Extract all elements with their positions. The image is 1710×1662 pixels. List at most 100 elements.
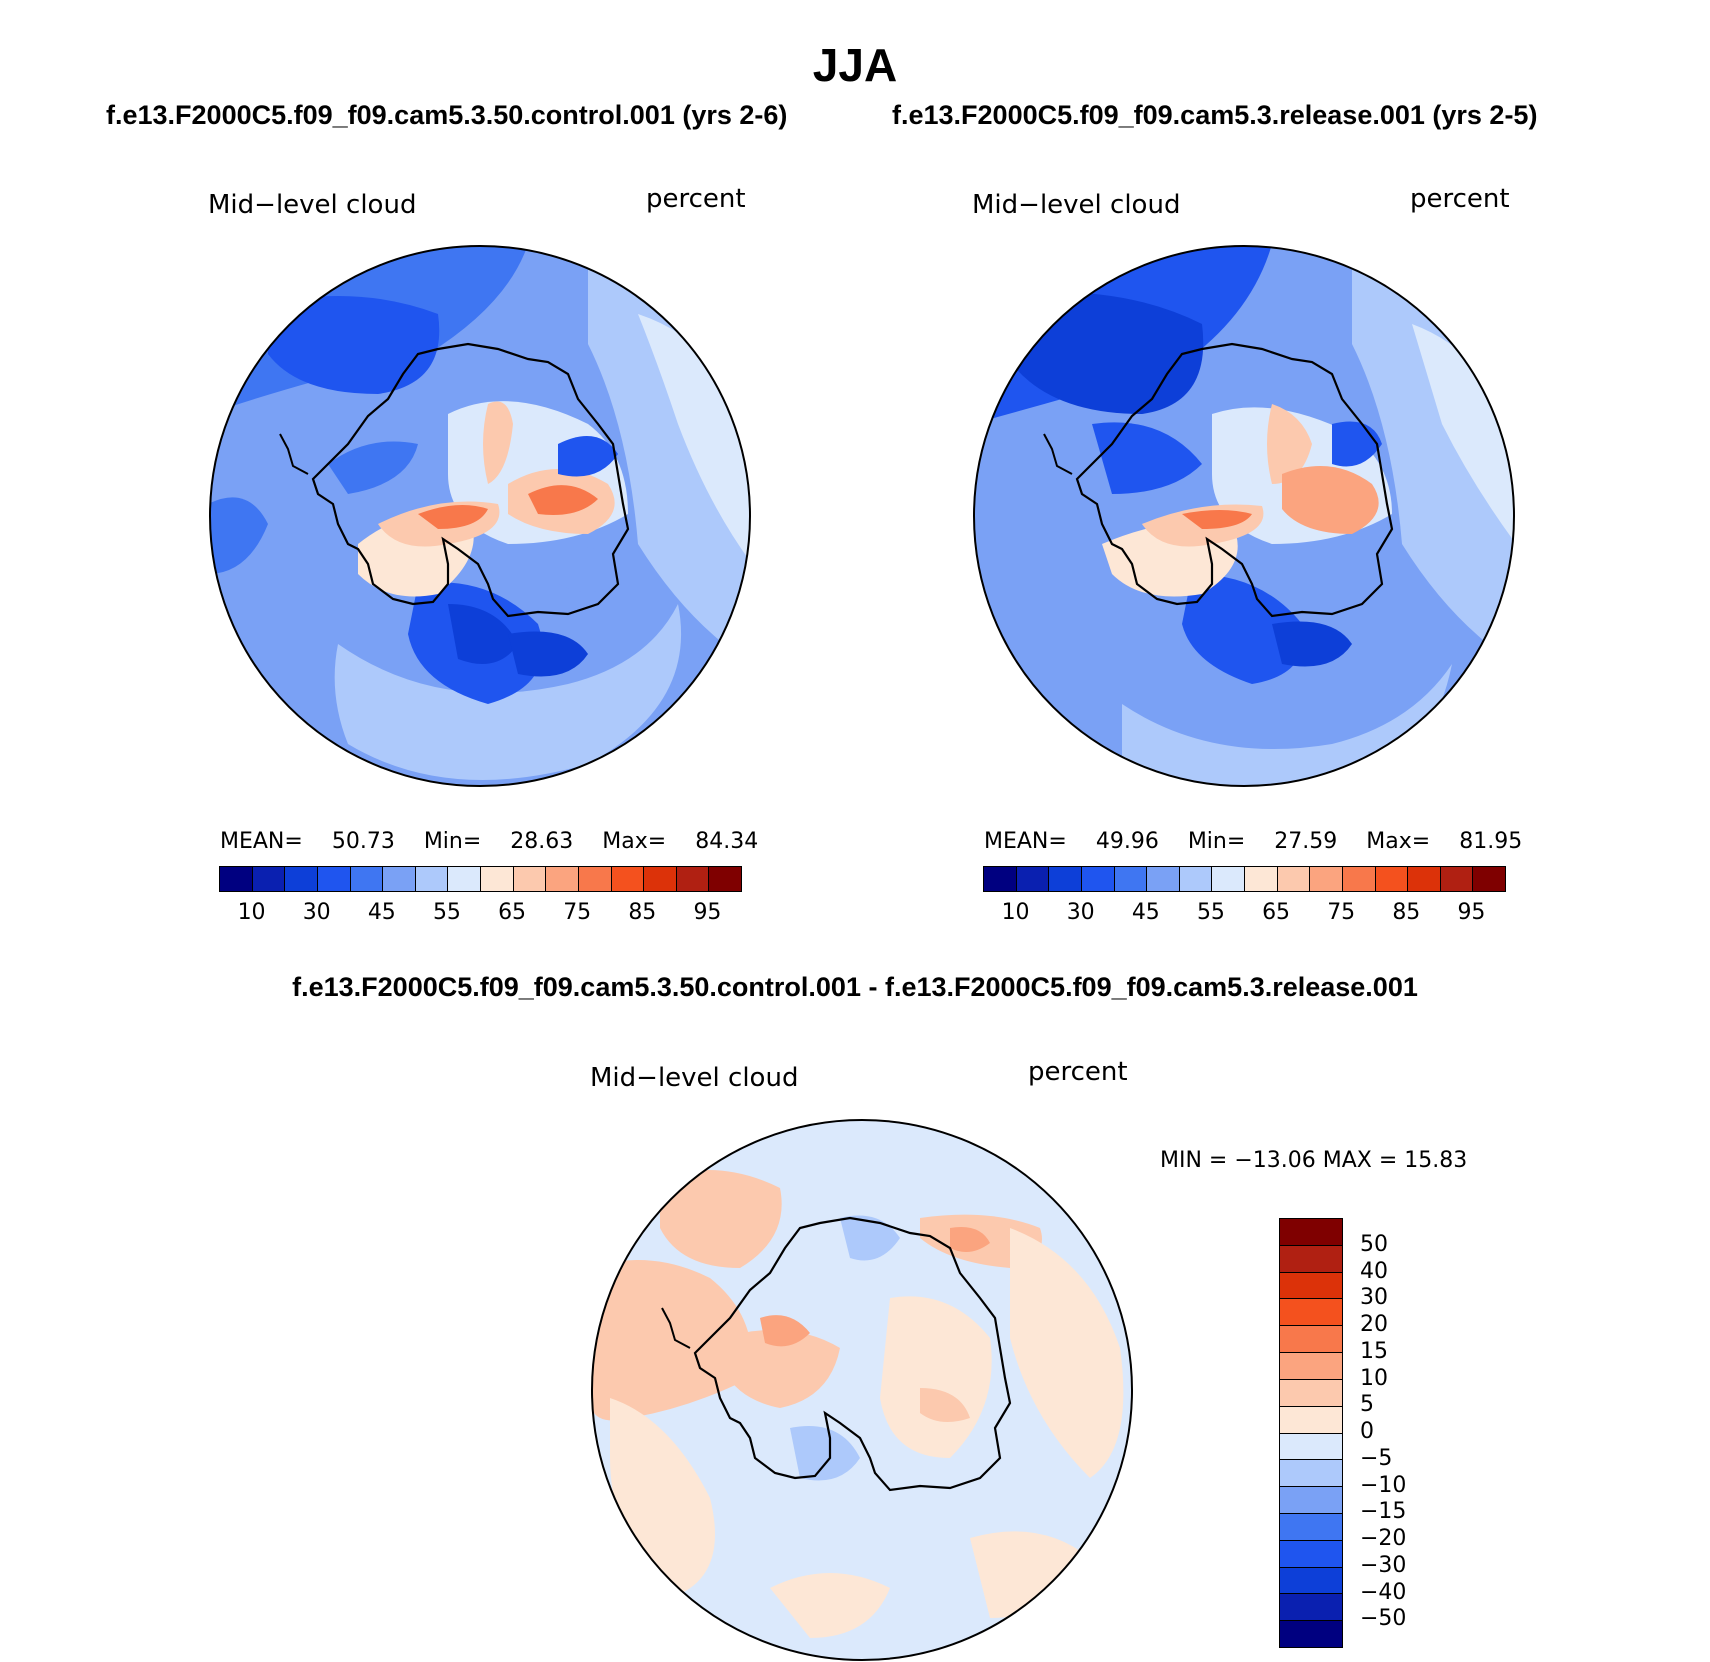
panel-1-colorbar-swatch (448, 867, 481, 891)
panel-2-colorbar-tick-label: 95 (1457, 900, 1486, 925)
difference-colorbar-swatch (1280, 1219, 1342, 1246)
panel-1-colorbar-swatch (578, 867, 612, 891)
difference-colorbar-swatch (1280, 1460, 1342, 1488)
panel-2-mean-value: 49.96 (1095, 829, 1159, 854)
panel-1-case-title: f.e13.F2000C5.f09_f09.cam5.3.50.control.… (106, 100, 788, 130)
panel-1-colorbar-swatch (546, 867, 579, 891)
difference-colorbar-tick-label: 15 (1360, 1338, 1388, 1364)
difference-polar-map (591, 1119, 1133, 1661)
panel-2-colorbar (983, 866, 1506, 892)
difference-variable-label: Mid−level cloud (590, 1063, 799, 1093)
panel-2-variable-label: Mid−level cloud (972, 190, 1181, 220)
difference-colorbar-tick-label: 20 (1360, 1312, 1388, 1337)
panel-2-colorbar-ticks: 10 30 45 55 65 75 85 95 (983, 900, 1504, 930)
difference-colorbar-tick-label: −20 (1360, 1526, 1407, 1551)
difference-colorbar-swatch (1280, 1406, 1342, 1434)
difference-colorbar-tick-label: −40 (1360, 1579, 1407, 1605)
panel-1-colorbar-swatch (676, 867, 710, 891)
difference-colorbar-swatch (1280, 1433, 1342, 1461)
panel-1-max-value: 84.34 (695, 829, 759, 854)
difference-colorbar-swatch (1280, 1326, 1342, 1354)
difference-colorbar-tick-label: −30 (1360, 1552, 1407, 1578)
panel-1-variable-label: Mid−level cloud (208, 190, 417, 220)
difference-colorbar-tick-label: −5 (1360, 1445, 1393, 1471)
panel-2-colorbar-swatch (1342, 867, 1376, 891)
panel-2-polar-map (973, 245, 1515, 787)
panel-1-colorbar-tick-label: 55 (432, 900, 461, 925)
difference-colorbar-tick-label: −10 (1360, 1472, 1407, 1498)
panel-1-colorbar-tick-label: 65 (498, 900, 527, 925)
difference-colorbar-tick-label: 30 (1360, 1285, 1388, 1311)
panel-1-colorbar (219, 866, 742, 892)
panel-1-colorbar-swatch (220, 867, 253, 891)
panel-1-colorbar-swatch (317, 867, 351, 891)
panel-2-colorbar-swatch (1147, 867, 1180, 891)
panel-2-colorbar-swatch (1114, 867, 1148, 891)
panel-2-units-label: percent (1410, 184, 1510, 214)
difference-colorbar-swatch (1280, 1353, 1342, 1380)
panel-1-colorbar-swatch (285, 867, 318, 891)
difference-colorbar-swatch (1280, 1621, 1342, 1647)
difference-colorbar-tick-label: 0 (1360, 1419, 1374, 1444)
difference-colorbar-swatch (1280, 1540, 1342, 1568)
panel-2-mean-label: MEAN= (984, 829, 1067, 854)
panel-1-stats: MEAN= 50.73 Min= 28.63 Max= 84.34 (220, 829, 758, 854)
panel-2-colorbar-swatch (1310, 867, 1343, 891)
panel-1-colorbar-tick-label: 75 (563, 900, 592, 925)
panel-1-colorbar-swatch (481, 867, 514, 891)
panel-2-colorbar-tick-label: 75 (1327, 900, 1356, 925)
difference-colorbar-swatch (1280, 1299, 1342, 1327)
difference-colorbar-swatch (1280, 1379, 1342, 1407)
panel-1-max-label: Max= (602, 829, 667, 854)
difference-colorbar-tick-label: 40 (1360, 1258, 1388, 1284)
panel-2-max-value: 81.95 (1459, 829, 1523, 854)
difference-units-label: percent (1028, 1057, 1128, 1087)
panel-2-colorbar-swatch (1245, 867, 1278, 891)
difference-colorbar-swatch (1280, 1513, 1342, 1541)
difference-colorbar-tick-label: 10 (1360, 1365, 1388, 1391)
panel-2-colorbar-tick-label: 85 (1392, 900, 1421, 925)
panel-1-min-value: 28.63 (510, 829, 574, 854)
panel-2-colorbar-tick-label: 30 (1066, 900, 1095, 925)
panel-1-colorbar-swatch (513, 867, 547, 891)
panel-2-colorbar-swatch (1212, 867, 1245, 891)
panel-2-colorbar-tick-label: 10 (1001, 900, 1030, 925)
difference-colorbar-swatch (1280, 1487, 1342, 1514)
main-title: JJA (812, 39, 898, 91)
difference-title: f.e13.F2000C5.f09_f09.cam5.3.50.control.… (292, 972, 1418, 1002)
panel-1-colorbar-tick-label: 95 (693, 900, 722, 925)
difference-colorbar-tick-label: 5 (1360, 1392, 1374, 1418)
panel-1-colorbar-ticks: 10 30 45 55 65 75 85 95 (219, 900, 740, 930)
panel-2-stats: MEAN= 49.96 Min= 27.59 Max= 81.95 (984, 829, 1522, 854)
panel-2-colorbar-tick-label: 55 (1196, 900, 1225, 925)
panel-1-colorbar-swatch (252, 867, 286, 891)
difference-colorbar-swatch (1280, 1245, 1342, 1273)
difference-minmax: MIN = −13.06 MAX = 15.83 (1160, 1148, 1468, 1173)
difference-colorbar-swatch (1280, 1594, 1342, 1622)
difference-colorbar-swatch (1280, 1567, 1342, 1595)
panel-1-colorbar-swatch (709, 867, 741, 891)
panel-1-polar-map (209, 245, 751, 787)
panel-1-mean-value: 50.73 (331, 829, 395, 854)
panel-1-colorbar-swatch (383, 867, 416, 891)
panel-1-colorbar-swatch (611, 867, 645, 891)
panel-1-min-label: Min= (423, 829, 482, 854)
panel-1-colorbar-tick-label: 45 (367, 900, 396, 925)
panel-2-colorbar-swatch (1049, 867, 1082, 891)
panel-1-colorbar-tick-label: 30 (302, 900, 331, 925)
panel-2-colorbar-swatch (1016, 867, 1050, 891)
panel-2-colorbar-swatch (1179, 867, 1213, 891)
panel-2-colorbar-swatch (1408, 867, 1441, 891)
panel-2-colorbar-tick-label: 45 (1131, 900, 1160, 925)
difference-colorbar-tick-label: −15 (1360, 1499, 1407, 1525)
panel-2-min-label: Min= (1187, 829, 1246, 854)
panel-1-units-label: percent (646, 184, 746, 214)
panel-1-colorbar-tick-label: 85 (628, 900, 657, 925)
panel-2-colorbar-swatch (1375, 867, 1409, 891)
panel-1-mean-label: MEAN= (220, 829, 303, 854)
panel-1-colorbar-tick-label: 10 (237, 900, 266, 925)
panel-2-case-title: f.e13.F2000C5.f09_f09.cam5.3.release.001… (892, 100, 1538, 130)
difference-colorbar (1279, 1218, 1343, 1648)
difference-colorbar-swatch (1280, 1272, 1342, 1300)
panel-1-colorbar-swatch (644, 867, 677, 891)
